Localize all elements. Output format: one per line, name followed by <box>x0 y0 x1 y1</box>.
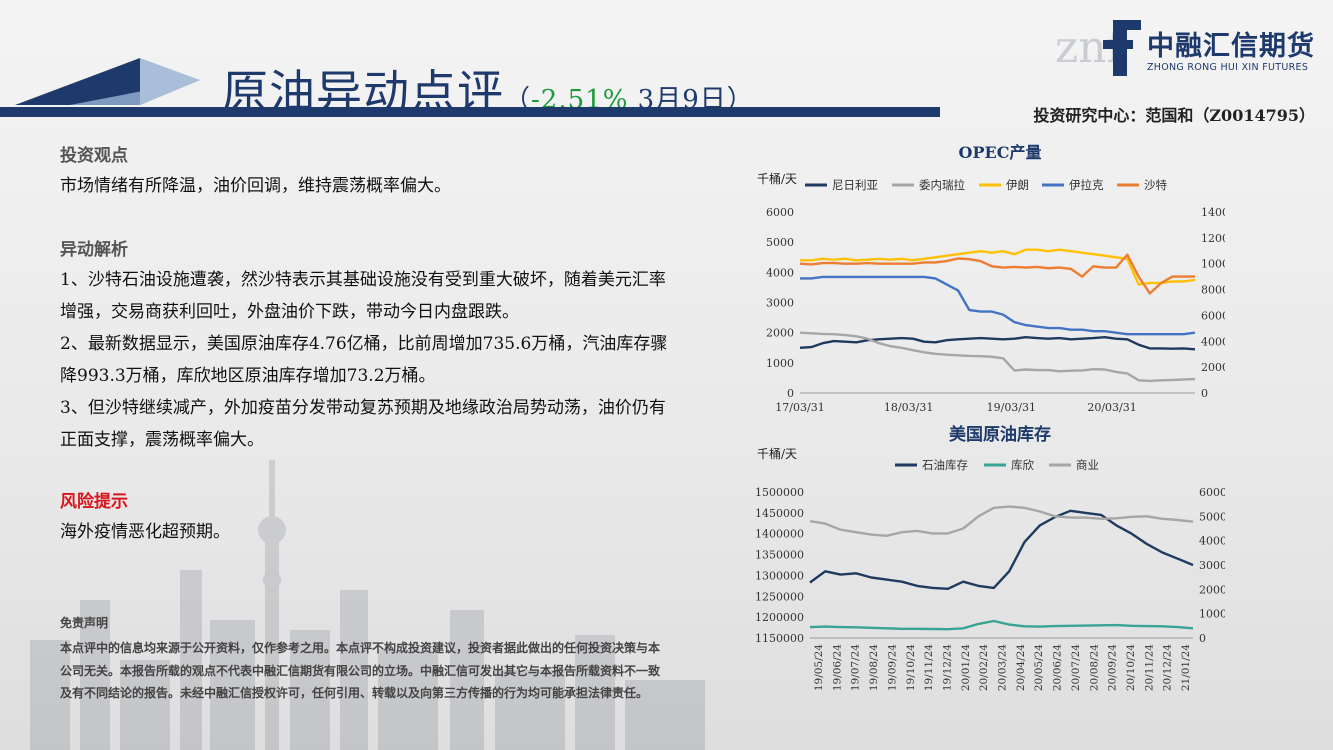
series-line-0 <box>799 335 1196 351</box>
analysis-point-2: 2、最新数据显示，美国原油库存4.76亿桶，比前周增加735.6万桶，汽油库存骤… <box>60 334 668 386</box>
analysis-point-3: 3、但沙特继续减产，外加疫苗分发带动复苏预期及地缘政治局势动荡，油价仍有正面支撑… <box>60 398 666 450</box>
legend-label-0: 尼日利亚 <box>832 178 878 192</box>
analysis-heading: 异动解析 <box>60 240 128 260</box>
right-tick-label: 6000 <box>1201 309 1225 322</box>
right-tick-label: 0 <box>1201 387 1208 400</box>
x-tick-label: 17/03/31 <box>775 401 824 414</box>
right-tick-label: 4000 <box>1201 335 1225 348</box>
left-tick-label: 0 <box>787 387 794 400</box>
series-line-2 <box>809 505 1194 538</box>
logo-en: ZHONG RONG HUI XIN FUTURES <box>1147 62 1309 73</box>
view-heading: 投资观点 <box>60 146 128 166</box>
x-tick-label: 18/03/31 <box>884 401 933 414</box>
left-tick-label: 1450000 <box>755 507 804 520</box>
left-tick-label: 1200000 <box>755 611 804 624</box>
x-tick-label: 20/06/24 <box>1052 644 1064 691</box>
x-tick-label: 19/07/24 <box>850 644 862 691</box>
x-tick-label: 20/08/24 <box>1088 644 1100 691</box>
series-line-4 <box>799 253 1195 295</box>
x-tick-label: 20/01/24 <box>960 644 972 691</box>
left-tick-label: 2000 <box>766 327 794 340</box>
x-tick-label: 19/09/24 <box>886 644 898 691</box>
right-tick-label: 600000 <box>1199 486 1225 499</box>
chart-title: OPEC产量 <box>959 143 1042 162</box>
x-tick-label: 20/05/24 <box>1033 644 1045 691</box>
right-tick-label: 100000 <box>1199 608 1225 621</box>
logo-cn: 中融汇信期货 <box>1147 31 1315 62</box>
left-tick-label: 1350000 <box>755 549 804 562</box>
legend-label-1: 库欣 <box>1011 458 1034 472</box>
city-skyline-watermark <box>30 460 705 750</box>
legend-label-4: 沙特 <box>1144 178 1167 192</box>
x-tick-label: 19/12/24 <box>941 644 953 691</box>
left-tick-label: 1300000 <box>755 569 804 582</box>
series-line-3 <box>800 275 1196 336</box>
x-tick-label: 19/05/24 <box>813 644 825 691</box>
right-tick-label: 2000 <box>1201 361 1225 374</box>
x-tick-label: 20/03/24 <box>997 644 1009 691</box>
x-tick-label: 20/12/24 <box>1162 644 1174 691</box>
x-tick-label: 20/03/31 <box>1087 401 1136 414</box>
x-tick-label: 19/11/24 <box>923 644 935 691</box>
title-underline-bar <box>0 107 940 117</box>
x-tick-label: 20/02/24 <box>978 644 990 691</box>
right-tick-label: 400000 <box>1199 535 1225 548</box>
view-text: 市场情绪有所降温，油价回调，维持震荡概率偏大。 <box>60 176 451 196</box>
left-tick-label: 1500000 <box>755 486 804 499</box>
x-tick-label: 20/09/24 <box>1107 644 1119 691</box>
x-tick-label: 19/10/24 <box>905 644 917 691</box>
header-triangles-decoration <box>15 58 200 105</box>
left-tick-label: 1400000 <box>755 528 804 541</box>
disclaimer: 免责声明 本点评中的信息均来源于公开资料，仅作参考之用。本点评不构成投资建议，投… <box>60 614 670 705</box>
left-tick-label: 1250000 <box>755 590 804 603</box>
series-line-1 <box>809 619 1194 631</box>
legend-label-2: 伊朗 <box>1006 178 1029 192</box>
x-tick-label: 20/11/24 <box>1143 644 1155 691</box>
right-tick-label: 500000 <box>1199 510 1225 523</box>
x-tick-label: 20/04/24 <box>1015 644 1027 691</box>
main-content: 投资观点 市场情绪有所降温，油价回调，维持震荡概率偏大。 异动解析 1、沙特石油… <box>60 142 680 548</box>
y-axis-unit-label: 千桶/天 <box>757 446 797 461</box>
x-tick-label: 21/01/24 <box>1180 644 1192 691</box>
left-tick-label: 1150000 <box>755 632 804 645</box>
risk-text: 海外疫情恶化超预期。 <box>60 522 230 542</box>
left-tick-label: 4000 <box>766 266 794 279</box>
right-tick-label: 0 <box>1199 632 1206 645</box>
chart-title: 美国原油库存 <box>949 424 1051 445</box>
legend-label-2: 商业 <box>1076 458 1099 472</box>
legend-label-3: 伊拉克 <box>1069 178 1104 192</box>
left-tick-label: 6000 <box>766 206 794 219</box>
right-tick-label: 14000 <box>1201 206 1225 219</box>
series-line-1 <box>799 331 1196 383</box>
company-logo: znf 中融汇信期货 ZHONG RONG HUI XIN FUTURES <box>1055 10 1325 80</box>
series-line-2 <box>800 248 1196 286</box>
disclaimer-text: 本点评中的信息均来源于公开资料，仅作参考之用。本点评不构成投资建议，投资者据此做… <box>60 641 661 700</box>
x-tick-label: 20/07/24 <box>1070 644 1082 691</box>
znf-logo-mark: znf <box>1055 20 1141 76</box>
x-tick-label: 19/08/24 <box>868 644 880 691</box>
right-tick-label: 8000 <box>1201 284 1225 297</box>
legend-label-0: 石油库存 <box>922 458 968 472</box>
x-tick-label: 19/03/31 <box>987 401 1036 414</box>
risk-heading: 风险提示 <box>60 492 128 512</box>
x-tick-label: 20/10/24 <box>1125 644 1137 691</box>
y-axis-unit-label: 千桶/天 <box>757 171 797 186</box>
left-tick-label: 3000 <box>766 297 794 310</box>
analysis-point-1: 1、沙特石油设施遭袭，然沙特表示其基础设施没有受到重大破坏，随着美元汇率增强，交… <box>60 270 666 322</box>
right-tick-label: 12000 <box>1201 232 1225 245</box>
x-tick-label: 19/06/24 <box>831 644 843 691</box>
author-info: 投资研究中心：范国和（Z0014795） <box>1033 106 1315 125</box>
disclaimer-title: 免责声明 <box>60 616 109 630</box>
series-line-0 <box>809 509 1194 591</box>
left-tick-label: 1000 <box>766 357 794 370</box>
left-tick-label: 5000 <box>766 236 794 249</box>
right-tick-label: 300000 <box>1199 559 1225 572</box>
header: 原油异动点评（-2.51% 3月9日） 投资研究中心：范国和（Z0014795） <box>0 0 1333 125</box>
legend-label-1: 委内瑞拉 <box>919 178 965 192</box>
right-tick-label: 200000 <box>1199 583 1225 596</box>
